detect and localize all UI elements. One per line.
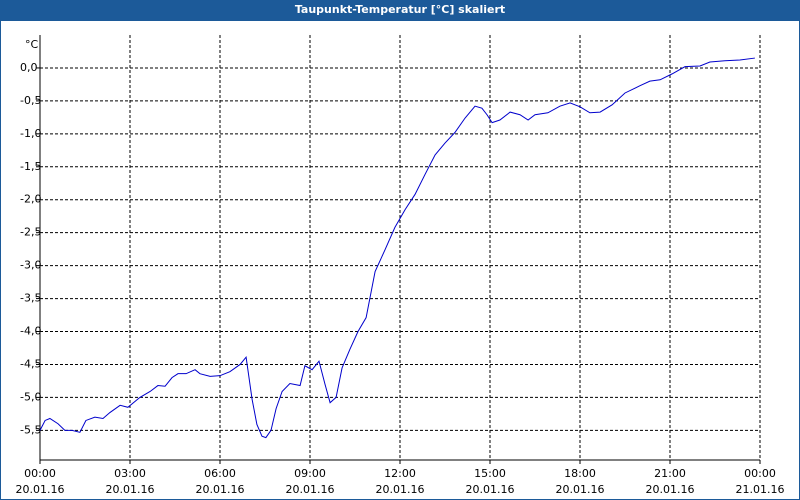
y-tick-label: -1,5 [20,160,41,173]
x-tick-label: 21:00 20.01.16 [645,467,695,496]
y-tick-label: -4,0 [20,325,41,338]
y-tick-label: -1,0 [20,127,41,140]
x-tick-label: 12:00 20.01.16 [375,467,425,496]
y-tick-label: -4,5 [20,357,41,370]
y-tick-label: -2,5 [20,226,41,239]
y-tick-label: 0,0 [20,61,38,74]
y-tick-label: -5,5 [20,423,41,436]
x-tick-label: 15:00 20.01.16 [465,467,515,496]
chart-title: Taupunkt-Temperatur [°C] skaliert [0,0,800,20]
y-tick-label: -2,0 [20,193,41,206]
data-line [39,57,755,439]
x-tick-label: 00:00 21.01.16 [735,467,785,496]
x-tick-label: 03:00 20.01.16 [105,467,155,496]
x-tick-label: 00:00 20.01.16 [15,467,65,496]
y-tick-label: -3,5 [20,292,41,305]
y-tick-label: -0,5 [20,94,41,107]
y-tick-label: -3,0 [20,259,41,272]
y-axis-label: °C [25,38,39,51]
x-tick-label: 06:00 20.01.16 [195,467,245,496]
y-tick-label: -5,0 [20,390,41,403]
x-tick-label: 18:00 20.01.16 [555,467,605,496]
x-tick-label: 09:00 20.01.16 [285,467,335,496]
